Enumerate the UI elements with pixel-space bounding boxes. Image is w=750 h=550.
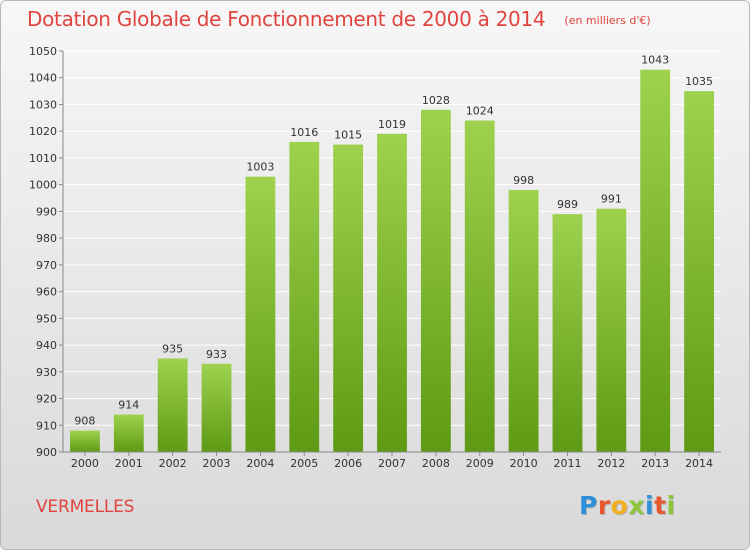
logo-letter: P [579, 491, 598, 520]
title-row: Dotation Globale de Fonctionnement de 20… [27, 7, 651, 31]
bar-value-label: 1043 [641, 54, 669, 67]
y-tick-label: 940 [36, 339, 57, 352]
y-tick-label: 1030 [29, 98, 57, 111]
bar-value-label: 1015 [334, 129, 362, 142]
x-tick-label: 2003 [203, 457, 231, 470]
bars [70, 69, 714, 453]
y-tick-label: 1040 [29, 72, 57, 85]
y-tick-label: 1050 [29, 45, 57, 58]
bar-value-label: 989 [557, 198, 578, 211]
bar [552, 214, 583, 452]
logo-letter: i [666, 491, 676, 520]
x-axis: 2000 2001 2002 2003 2004 2005 2006 2007 2008 2009… [63, 451, 721, 470]
x-tick-label: 2005 [290, 457, 318, 470]
bar-value-label: 1016 [290, 126, 318, 139]
x-tick-label: 2013 [641, 457, 669, 470]
x-tick-label: 2007 [378, 457, 406, 470]
proxiti-logo[interactable]: Proxiti [579, 491, 676, 523]
bar [289, 141, 320, 453]
chart-subtitle: (en milliers d'€) [564, 14, 651, 27]
logo-letter: r [597, 491, 611, 520]
bar-value-label: 933 [206, 348, 227, 361]
bar-value-label: 1003 [246, 161, 274, 174]
y-tick-label: 990 [36, 205, 57, 218]
y-tick-label: 1020 [29, 125, 57, 138]
y-tick-label: 910 [36, 419, 57, 432]
commune-name: VERMELLES [36, 497, 135, 517]
logo-letter: x [628, 491, 645, 520]
bar [70, 430, 100, 452]
bar [640, 69, 671, 453]
x-tick-label: 2012 [597, 457, 625, 470]
bar [201, 363, 232, 452]
bar-value-label: 908 [74, 415, 95, 428]
logo-letter: i [645, 491, 655, 520]
y-tick-label: 930 [36, 366, 57, 379]
bar-value-label: 1024 [466, 105, 494, 118]
bar [684, 91, 714, 452]
bar-value-label: 935 [162, 342, 183, 355]
bar-value-label: 1035 [685, 75, 713, 88]
y-tick-label: 920 [36, 393, 57, 406]
bar [508, 190, 539, 452]
chart-title: Dotation Globale de Fonctionnement de 20… [27, 7, 546, 31]
bar-value-label: 1028 [422, 94, 450, 107]
y-tick-label: 900 [36, 446, 57, 459]
x-tick-label: 2004 [246, 457, 274, 470]
bar-value-label: 914 [118, 399, 139, 412]
bar-value-label: 991 [601, 193, 622, 206]
x-tick-label: 2000 [71, 457, 99, 470]
bar [464, 120, 495, 453]
value-labels: 908 914 935 933 1003 1016 1015 1019 1028 1024 998 9… [74, 54, 713, 428]
x-tick-label: 2014 [685, 457, 713, 470]
bar-value-label: 1019 [378, 118, 406, 131]
y-tick-label: 970 [36, 259, 57, 272]
bar-value-label: 998 [513, 174, 534, 187]
bar [333, 144, 364, 453]
y-tick-label: 1010 [29, 152, 57, 165]
bar [113, 414, 144, 452]
x-tick-label: 2002 [159, 457, 187, 470]
y-tick-label: 1000 [29, 179, 57, 192]
y-axis: 900 910 920 930 940 950 960 970 980 990 1000 1010 10… [29, 45, 64, 459]
bar [596, 208, 627, 452]
bar [245, 176, 276, 452]
bar [157, 358, 188, 452]
bar [377, 133, 407, 452]
y-tick-label: 950 [36, 312, 57, 325]
y-tick-label: 980 [36, 232, 57, 245]
x-tick-label: 2006 [334, 457, 362, 470]
logo-letter: o [610, 491, 629, 520]
x-tick-label: 2009 [466, 457, 494, 470]
x-tick-label: 2010 [510, 457, 538, 470]
y-tick-label: 960 [36, 286, 57, 299]
x-tick-label: 2001 [115, 457, 143, 470]
x-tick-label: 2008 [422, 457, 450, 470]
x-tick-label: 2011 [553, 457, 581, 470]
logo-letter: t [654, 491, 667, 520]
bar [420, 109, 451, 453]
